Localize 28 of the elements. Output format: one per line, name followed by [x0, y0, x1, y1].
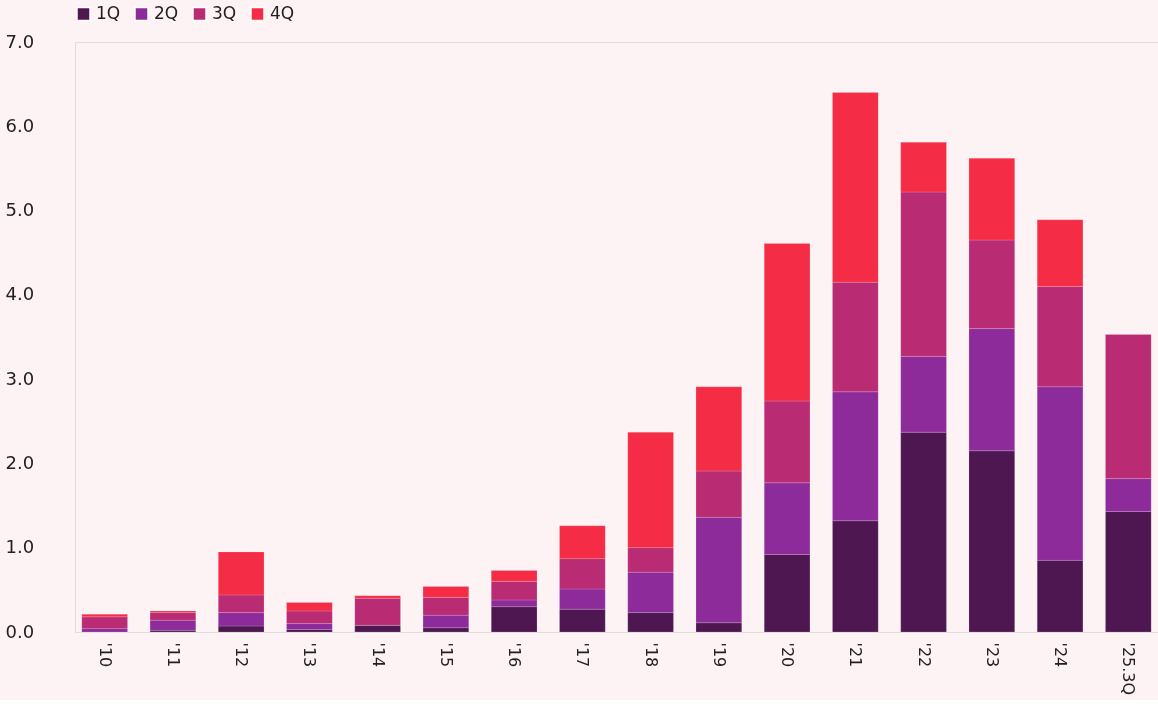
x-tick-label: '10 [95, 642, 115, 668]
x-tick-label: '19 [709, 642, 729, 668]
x-tick-label: '15 [436, 642, 456, 668]
x-tick-label: '11 [163, 642, 183, 668]
x-tick-label: '24 [1051, 642, 1071, 668]
y-tick-label: 6.0 [5, 114, 35, 136]
x-tick-label: '20 [778, 642, 798, 668]
y-tick-label: 5.0 [5, 199, 35, 221]
y-tick-label: 2.0 [5, 451, 35, 473]
x-tick-label: '18 [641, 642, 661, 668]
y-tick-label: 0.0 [5, 620, 35, 642]
x-tick-label: '17 [573, 642, 593, 668]
x-tick-label: '21 [846, 642, 866, 668]
y-tick-label: 4.0 [5, 283, 35, 305]
x-tick-label: '22 [914, 642, 934, 668]
y-tick-label: 7.0 [5, 30, 35, 52]
x-tick-label: '16 [505, 642, 525, 668]
x-tick-label: '23 [982, 642, 1002, 668]
legend-label: 3Q [212, 2, 237, 23]
y-tick-label: 1.0 [5, 536, 35, 558]
x-tick-label: '25.3Q [1119, 642, 1139, 696]
legend-label: 2Q [154, 2, 179, 23]
x-tick-label: '14 [368, 642, 388, 668]
y-tick-label: 3.0 [5, 367, 35, 389]
legend-label: 4Q [270, 2, 295, 23]
x-tick-label: '13 [300, 642, 320, 668]
x-tick-label: '12 [232, 642, 252, 668]
legend-label: 1Q [96, 2, 121, 23]
